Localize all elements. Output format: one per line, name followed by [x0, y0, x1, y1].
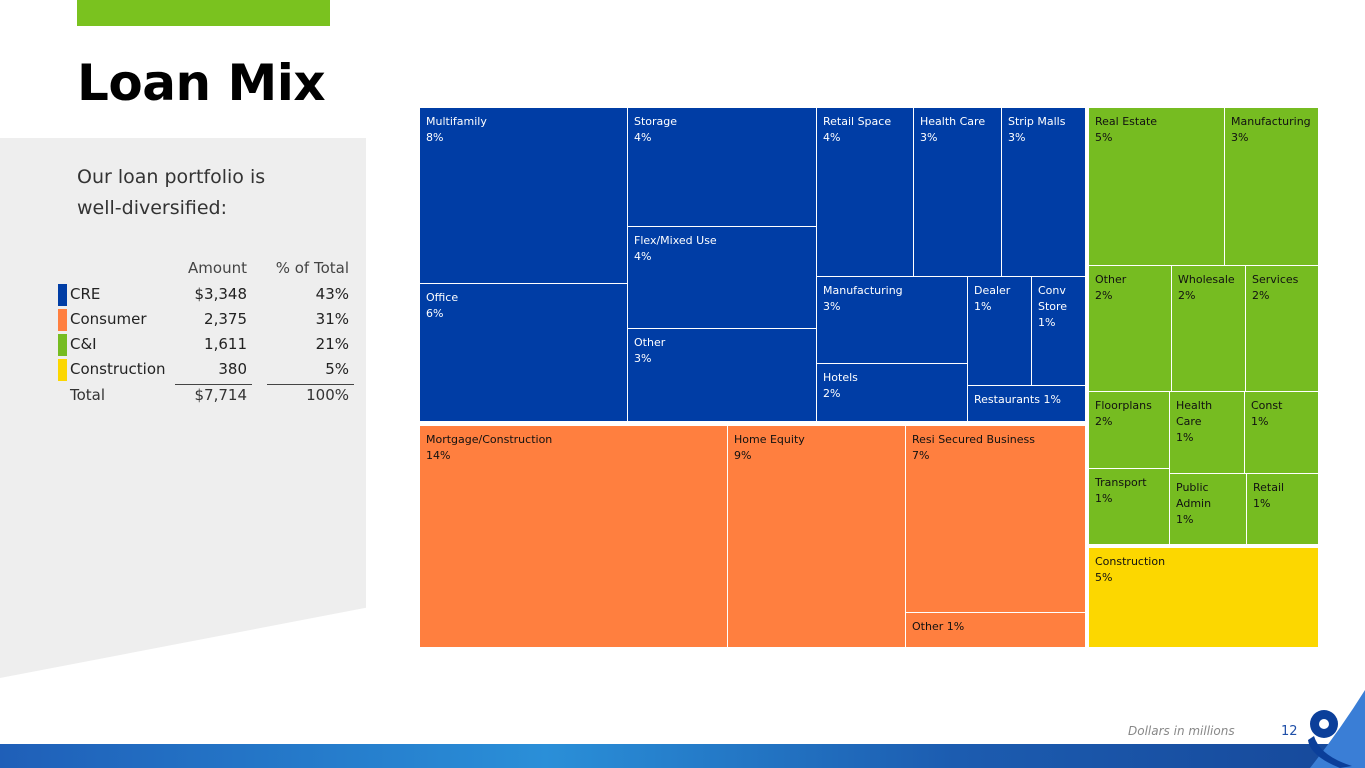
tile-label-cre-conv-store: Conv Store 1%	[1038, 284, 1067, 329]
header-amount: Amount	[188, 259, 247, 277]
page-title: Loan Mix	[77, 54, 326, 112]
row-pct: 31%	[315, 310, 349, 328]
page-number: 12	[1281, 724, 1298, 739]
row-amount: 2,375	[204, 310, 247, 328]
tile-label-cre-retail-space: Retail Space 4%	[823, 115, 891, 144]
tile-label-cre-strip-malls: Strip Malls 3%	[1008, 115, 1066, 144]
tile-cre-dealer	[968, 277, 1031, 385]
tile-c-i-real-estate	[1089, 108, 1224, 265]
tile-label-consumer-resi-secured-business: Resi Secured Business 7%	[912, 433, 1035, 462]
tile-c-i-health-care	[1170, 392, 1244, 473]
amount-total-rule	[175, 384, 252, 385]
tile-label-cre-flex-mixed-use: Flex/Mixed Use 4%	[634, 234, 717, 263]
total-pct: 100%	[306, 386, 349, 404]
tile-consumer-resi-secured-business	[906, 426, 1085, 612]
tile-label-cre-manufacturing: Manufacturing 3%	[823, 284, 903, 313]
tile-cre-flex-mixed-use	[628, 227, 816, 328]
footer-band	[0, 744, 1365, 768]
tile-c-i-wholesale	[1172, 266, 1245, 391]
row-category: C&I	[70, 335, 97, 353]
table-header-row: Amount % of Total	[58, 256, 358, 281]
tile-label-c-i-transport: Transport 1%	[1094, 476, 1147, 505]
ampersand-logo-icon	[1308, 690, 1365, 768]
row-pct: 43%	[315, 285, 349, 303]
tile-consumer-home-equity	[728, 426, 905, 647]
footnote: Dollars in millions	[1128, 724, 1235, 738]
row-pct: 21%	[315, 335, 349, 353]
tile-cre-office	[420, 284, 627, 421]
accent-bar	[77, 0, 330, 26]
tile-label-construction-construction: Construction 5%	[1095, 555, 1165, 584]
tile-label-c-i-health-care: Health Care 1%	[1176, 399, 1212, 444]
tile-label-consumer-mortgage-construction: Mortgage/Construction 14%	[426, 433, 552, 462]
tile-label-cre-multifamily: Multifamily 8%	[426, 115, 487, 144]
tile-label-c-i-floorplans: Floorplans 2%	[1095, 399, 1152, 428]
total-label: Total	[70, 386, 106, 404]
tile-label-c-i-manufacturing: Manufacturing 3%	[1231, 115, 1311, 144]
tile-cre-restaurants	[968, 386, 1085, 421]
tile-consumer-other	[906, 613, 1085, 647]
tile-cre-health-care	[914, 108, 1001, 276]
table-total-row: Total $7,714 100%	[58, 383, 358, 408]
tile-c-i-manufacturing	[1225, 108, 1318, 265]
tile-cre-other	[628, 329, 816, 421]
tile-label-cre-health-care: Health Care 3%	[920, 115, 985, 144]
table-row-construction: Construction 380 5%	[58, 357, 358, 382]
swatch-ci	[58, 334, 67, 356]
row-category: Construction	[70, 360, 166, 378]
table-row-ci: C&I 1,611 21%	[58, 332, 358, 357]
tile-label-c-i-wholesale: Wholesale 2%	[1178, 273, 1235, 302]
row-category: Consumer	[70, 310, 147, 328]
tile-cre-multifamily	[420, 108, 627, 283]
row-category: CRE	[70, 285, 101, 303]
tile-label-cre-other: Other 3%	[634, 336, 666, 365]
row-pct: 5%	[325, 360, 349, 378]
tile-c-i-public-admin	[1170, 474, 1246, 544]
tile-label-c-i-services: Services 2%	[1252, 273, 1299, 302]
header-pct: % of Total	[275, 259, 349, 277]
pct-total-rule	[267, 384, 354, 385]
tile-cre-retail-space	[817, 108, 913, 276]
tile-label-cre-restaurants: Restaurants 1%	[974, 393, 1061, 406]
row-amount: $3,348	[194, 285, 248, 303]
tile-label-cre-storage: Storage 4%	[634, 115, 677, 144]
tile-c-i-services	[1246, 266, 1318, 391]
tile-cre-strip-malls	[1002, 108, 1085, 276]
tile-label-cre-dealer: Dealer 1%	[974, 284, 1011, 313]
tile-cre-conv-store	[1032, 277, 1085, 385]
tile-c-i-retail	[1247, 474, 1318, 544]
tile-cre-manufacturing	[817, 277, 967, 363]
row-amount: 1,611	[204, 335, 247, 353]
table-row-cre: CRE $3,348 43%	[58, 282, 358, 307]
tile-c-i-floorplans	[1089, 392, 1169, 468]
tile-cre-hotels	[817, 364, 967, 421]
sidebar-panel	[0, 138, 366, 678]
swatch-cre	[58, 284, 67, 306]
tile-label-cre-hotels: Hotels 2%	[823, 371, 858, 400]
total-amount: $7,714	[194, 386, 248, 404]
intro-text: Our loan portfolio is well-diversified:	[77, 166, 266, 219]
swatch-construction	[58, 359, 67, 381]
tile-cre-storage	[628, 108, 816, 226]
tile-label-c-i-const: Const 1%	[1251, 399, 1283, 428]
tile-c-i-const	[1245, 392, 1318, 473]
tile-construction-construction	[1089, 548, 1318, 647]
tile-label-consumer-other: Other 1%	[912, 620, 964, 633]
tile-label-c-i-retail: Retail 1%	[1253, 481, 1284, 510]
tile-c-i-other	[1089, 266, 1171, 391]
tile-label-c-i-public-admin: Public Admin 1%	[1176, 481, 1211, 526]
row-amount: 380	[218, 360, 247, 378]
tile-label-c-i-other: Other 2%	[1095, 273, 1127, 302]
tile-label-c-i-real-estate: Real Estate 5%	[1095, 115, 1157, 144]
swatch-consumer	[58, 309, 67, 331]
table-row-consumer: Consumer 2,375 31%	[58, 307, 358, 332]
tile-label-cre-office: Office 6%	[426, 291, 458, 320]
tile-consumer-mortgage-construction	[420, 426, 727, 647]
tile-label-consumer-home-equity: Home Equity 9%	[734, 433, 805, 462]
tile-c-i-transport	[1089, 469, 1169, 544]
